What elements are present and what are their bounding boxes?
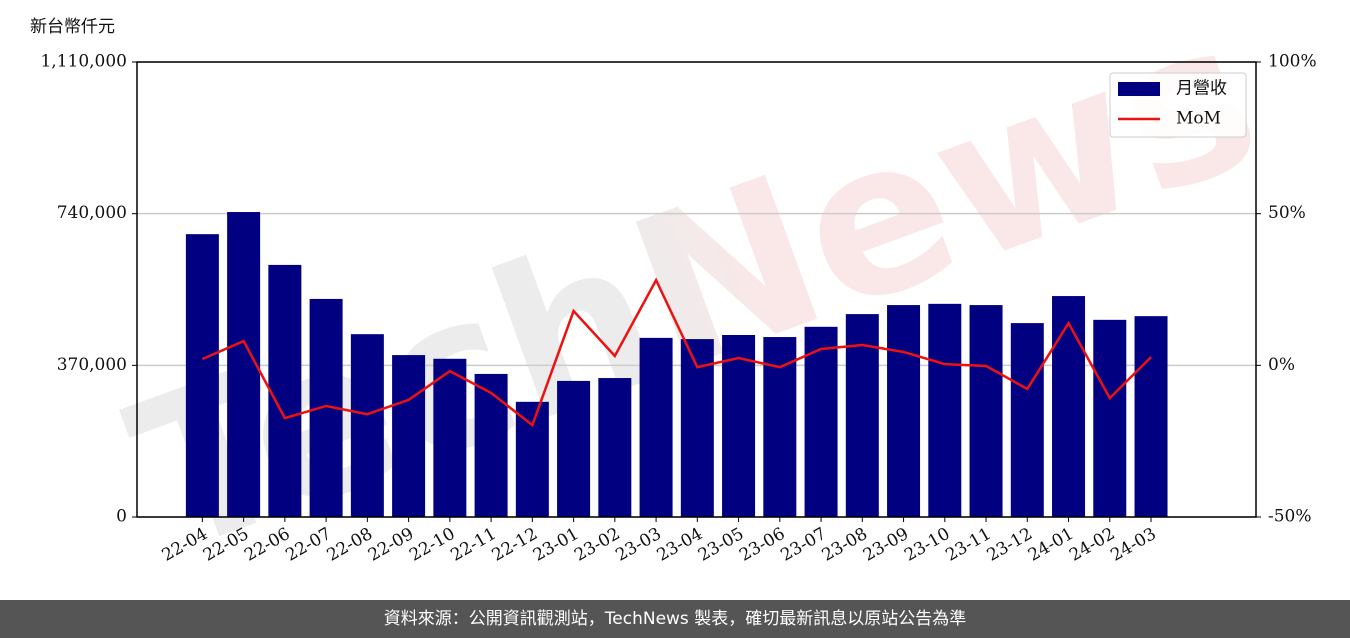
x-tick-label: 23-01 — [530, 524, 582, 566]
x-tick-label: 23-10 — [901, 524, 953, 566]
bar — [804, 326, 838, 517]
y-tick-label: 370,000 — [57, 355, 127, 375]
x-tick-label: 23-04 — [654, 524, 706, 566]
x-tick-label: 24-03 — [1107, 524, 1159, 566]
bar — [557, 380, 591, 517]
y-tick-label: 0 — [116, 507, 127, 527]
x-tick-label: 23-05 — [695, 524, 747, 566]
y-axis-label: 新台幣仟元 — [30, 17, 115, 37]
legend-label: 月營收 — [1176, 79, 1227, 99]
bar — [639, 337, 673, 517]
y2-tick-label: 0% — [1268, 355, 1295, 375]
bar — [680, 339, 714, 517]
bar — [1134, 316, 1168, 517]
legend: 月營收 MoM — [1109, 72, 1247, 138]
x-tick-label: 23-07 — [777, 524, 829, 566]
legend-label: MoM — [1176, 109, 1221, 129]
x-tick-label: 23-09 — [860, 524, 912, 566]
bar — [185, 234, 219, 517]
y2-tick-label: 100% — [1268, 52, 1317, 72]
y2-tick-label: -50% — [1268, 507, 1312, 527]
bar — [598, 378, 632, 517]
bar — [350, 334, 384, 517]
bar — [1052, 296, 1086, 517]
footer: 資料來源：公開資訊觀測站，TechNews 製表，確切最新訊息以原站公告為準 — [0, 600, 1350, 638]
x-tick-label: 23-03 — [612, 524, 664, 566]
line — [201, 277, 1152, 428]
x-tick-label: 23-12 — [984, 524, 1036, 566]
chart: TechNews 新台幣仟元 0370,000740,0001,110,000-… — [30, 0, 1317, 601]
bar — [887, 305, 921, 517]
bar — [928, 303, 962, 517]
bar — [969, 305, 1003, 517]
bar — [474, 373, 508, 517]
plot-frame — [136, 61, 1257, 518]
y2-tick-label: 50% — [1268, 203, 1306, 223]
x-tick-label: 23-02 — [571, 524, 623, 566]
x-tick-label: 22-12 — [489, 524, 541, 566]
bar — [722, 335, 756, 517]
x-tick-label: 23-06 — [736, 524, 788, 566]
x-tick-label: 24-01 — [1025, 524, 1077, 566]
x-tick-label: 23-11 — [942, 524, 994, 566]
bar — [268, 264, 302, 517]
bar — [1010, 323, 1044, 517]
y-tick-label: 1,110,000 — [40, 52, 127, 72]
bar — [515, 401, 549, 517]
bar — [1093, 319, 1127, 517]
x-tick-label: 22-10 — [406, 524, 458, 566]
legend-swatch — [1118, 82, 1160, 96]
bar — [433, 358, 467, 517]
bar — [392, 355, 426, 517]
x-tick-label: 24-02 — [1066, 524, 1118, 566]
y-tick-label: 740,000 — [57, 203, 127, 223]
x-tick-label: 23-08 — [819, 524, 871, 566]
bar — [227, 212, 261, 517]
x-tick-label: 22-11 — [447, 524, 499, 566]
